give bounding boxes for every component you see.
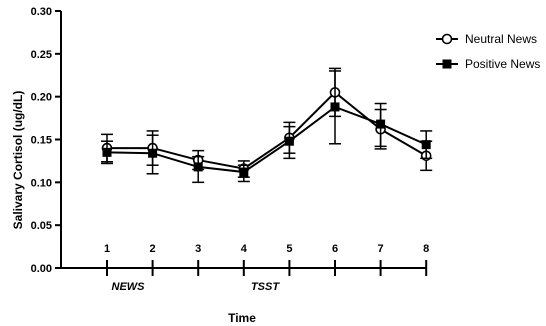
- y-tick-label: 0.00: [31, 263, 52, 275]
- legend-marker: [442, 59, 452, 69]
- x-axis-title: Time: [228, 311, 256, 325]
- series-positive-news: [101, 70, 433, 184]
- legend: Neutral News Positive News: [436, 32, 540, 71]
- x-tick-label: 1: [104, 243, 110, 255]
- y-tick-label: 0.30: [31, 6, 52, 18]
- data-point: [102, 147, 112, 157]
- x-tick-label: 2: [150, 243, 156, 255]
- axis-labels: Salivary Cortisol (ug/dL) Time NEWS TSST: [11, 91, 280, 325]
- data-point: [330, 102, 340, 112]
- data-point: [421, 140, 431, 150]
- x-tick-label: 7: [378, 243, 384, 255]
- y-tick-label: 0.25: [31, 49, 52, 61]
- y-tick-label: 0.15: [31, 135, 52, 147]
- data-point: [284, 136, 294, 146]
- series-layer: [101, 67, 433, 184]
- y-axis-title: Salivary Cortisol (ug/dL): [11, 91, 25, 230]
- x-axis: 1 2 3 4 5 6 7 8: [61, 243, 429, 276]
- y-tick-label: 0.05: [31, 220, 52, 232]
- legend-item: Positive News: [436, 57, 540, 71]
- y-tick-label: 0.20: [31, 92, 52, 104]
- legend-marker: [441, 33, 453, 45]
- x-tick-label: 8: [423, 243, 429, 255]
- y-axis: 0.00 0.05 0.10 0.15 0.20 0.25 0.30: [31, 6, 62, 275]
- data-point: [376, 119, 386, 129]
- phase-label-news: NEWS: [112, 281, 146, 293]
- x-tick-label: 5: [286, 243, 292, 255]
- data-point: [239, 167, 249, 177]
- y-tick-label: 0.10: [31, 177, 52, 189]
- x-tick-label: 4: [241, 243, 248, 255]
- data-point: [193, 162, 203, 172]
- legend-item: Neutral News: [436, 32, 537, 46]
- x-tick-label: 3: [195, 243, 201, 255]
- x-tick-label: 6: [332, 243, 338, 255]
- series-line: [107, 91, 427, 170]
- series-line: [106, 105, 427, 174]
- phase-label-tsst: TSST: [251, 281, 280, 293]
- legend-label: Neutral News: [465, 32, 537, 46]
- legend-label: Positive News: [465, 57, 540, 71]
- data-point: [148, 148, 158, 158]
